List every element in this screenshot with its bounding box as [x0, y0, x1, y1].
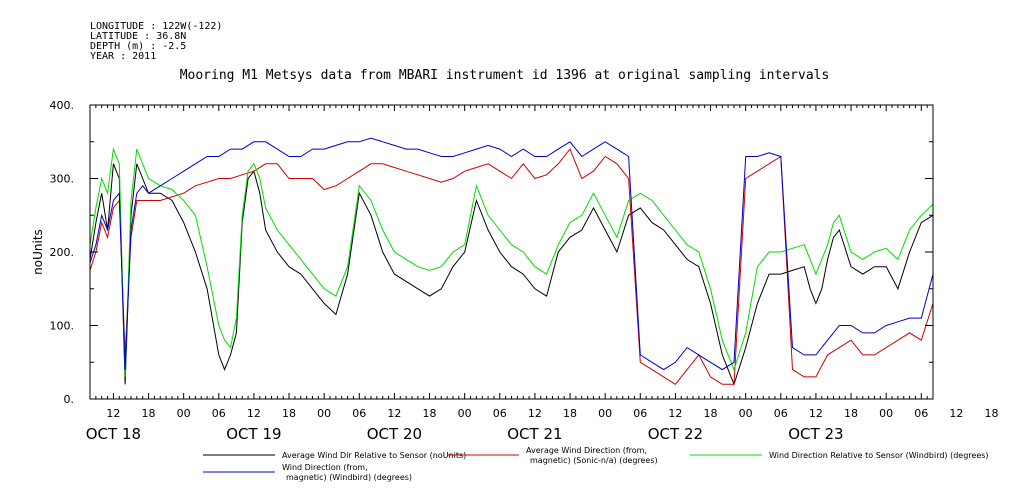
x-tick-label: 18: [142, 407, 156, 420]
x-tick-label: 12: [387, 407, 401, 420]
legend: Average Wind Dir Relative to Sensor (noU…: [203, 446, 989, 482]
y-tick-label: 100.: [50, 320, 75, 333]
longitude-label: LONGITUDE : 122W(-122): [90, 21, 223, 32]
x-tick-label: 06: [633, 407, 647, 420]
legend-label-2: magnetic) (Sonic-n/a) (degrees): [530, 456, 658, 465]
x-day-label: OCT 21: [507, 425, 562, 443]
x-tick-label: 00: [879, 407, 893, 420]
x-tick-label: 18: [985, 407, 999, 420]
x-tick-label: 18: [563, 407, 577, 420]
x-tick-label: 12: [247, 407, 261, 420]
x-tick-label: 12: [106, 407, 120, 420]
series-layer: [89, 137, 934, 386]
x-tick-label: 18: [704, 407, 718, 420]
y-tick-label: 400.: [50, 99, 75, 112]
x-tick-label: 06: [774, 407, 788, 420]
legend-label-4: magnetic) (Windbird) (degrees): [286, 473, 412, 482]
x-tick-label: 12: [528, 407, 542, 420]
depth-label: DEPTH (m) : -2.5: [90, 41, 187, 52]
x-tick-label: 00: [317, 407, 331, 420]
year-label: YEAR : 2011: [90, 51, 157, 62]
x-tick-label: 12: [949, 407, 963, 420]
latitude-label: LATITUDE : 36.8N: [90, 31, 187, 42]
y-tick-label: 300.: [50, 173, 75, 186]
x-tick-label: 06: [212, 407, 226, 420]
series-line-3: [89, 147, 934, 377]
mooring-metadata: LONGITUDE : 122W(-122) LATITUDE : 36.8N …: [90, 22, 222, 62]
x-tick-label: 06: [352, 407, 366, 420]
x-tick-label: 18: [423, 407, 437, 420]
legend-label-4: Wind Direction (from,: [282, 463, 368, 472]
x-tick-label: 12: [809, 407, 823, 420]
x-day-label: OCT 23: [788, 425, 843, 443]
x-day-label: OCT 19: [226, 425, 281, 443]
y-tick-label: 0.: [64, 393, 75, 406]
x-day-label: OCT 22: [648, 425, 703, 443]
x-tick-label: 00: [458, 407, 472, 420]
series-line-4: [89, 137, 934, 371]
x-tick-label: 00: [739, 407, 753, 420]
legend-label-1: Average Wind Dir Relative to Sensor (noU…: [282, 451, 466, 460]
x-day-label: OCT 18: [86, 425, 141, 443]
x-tick-label: 12: [668, 407, 682, 420]
x-tick-label: 00: [177, 407, 191, 420]
x-tick-label: 18: [844, 407, 858, 420]
x-tick-label: 18: [282, 407, 296, 420]
legend-label-2: Average Wind Direction (from,: [526, 446, 647, 455]
axis-layer: 12 18 00 06 12 18 00 06 12 18 00 06 12 18 00 06 12 18 00 06…: [50, 99, 999, 443]
x-day-label: OCT 20: [367, 425, 422, 443]
x-tick-label: 00: [598, 407, 612, 420]
x-tick-label: 06: [493, 407, 507, 420]
series-line-1: [89, 163, 934, 386]
legend-label-3: Wind Direction Relative to Sensor (Windb…: [769, 451, 989, 460]
y-axis-title: noUnits: [31, 229, 45, 275]
y-tick-label: 200.: [50, 246, 75, 259]
chart-title: Mooring M1 Metsys data from MBARI instru…: [179, 68, 830, 83]
x-tick-label: 06: [914, 407, 928, 420]
